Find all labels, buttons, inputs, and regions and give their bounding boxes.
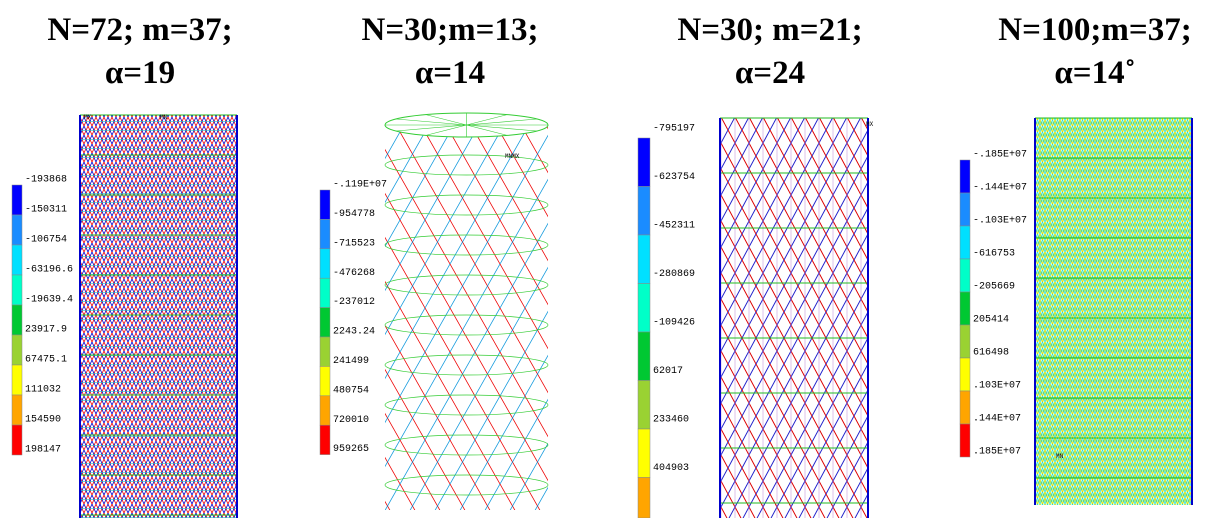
legend-label: 241499 xyxy=(333,356,369,367)
node-mark: MNMX xyxy=(505,153,520,160)
legend-label: 720010 xyxy=(333,415,369,426)
legend-swatch xyxy=(320,396,330,425)
legend-label: -106754 xyxy=(25,235,67,246)
legend-label: -476268 xyxy=(333,268,375,279)
node-mark: MN xyxy=(160,114,168,121)
legend-label: -616753 xyxy=(973,249,1015,260)
panel-title: N=30; m=21; xyxy=(677,12,862,48)
panel-title: N=72; m=37; xyxy=(47,12,232,48)
legend-swatch xyxy=(320,249,330,278)
legend-swatch xyxy=(638,429,650,478)
legend-swatch xyxy=(320,278,330,307)
legend-label: -795197 xyxy=(653,124,695,135)
legend-label: -205669 xyxy=(973,282,1015,293)
legend-label: .144E+07 xyxy=(973,414,1021,425)
legend-label: 959265 xyxy=(333,444,369,455)
node-mark: MX xyxy=(866,121,874,128)
legend-label: -452311 xyxy=(653,221,695,232)
legend-label: 154590 xyxy=(25,415,61,426)
legend-label: 62017 xyxy=(653,366,683,377)
legend-label: -63196.6 xyxy=(25,265,73,276)
legend-label: -954778 xyxy=(333,209,375,220)
legend-label: 616498 xyxy=(973,348,1009,359)
legend-label: -.119E+07 xyxy=(333,180,387,191)
mesh xyxy=(1035,118,1192,505)
legend-label: 111032 xyxy=(25,385,61,396)
legend-swatch xyxy=(12,365,22,395)
legend-label: 205414 xyxy=(973,315,1009,326)
legend-swatch xyxy=(12,245,22,275)
legend-swatch xyxy=(12,215,22,245)
legend-swatch xyxy=(12,305,22,335)
legend-swatch xyxy=(12,185,22,215)
legend-label: -150311 xyxy=(25,205,67,216)
legend-swatch xyxy=(320,366,330,395)
legend-swatch xyxy=(12,425,22,455)
panel-title: N=30;m=13; xyxy=(362,12,539,48)
node-mark: MN xyxy=(1056,453,1064,460)
legend-swatch xyxy=(960,193,970,226)
legend-label: .185E+07 xyxy=(973,447,1021,458)
legend-swatch xyxy=(320,337,330,366)
legend-label: 23917.9 xyxy=(25,325,67,336)
legend-swatch xyxy=(12,275,22,305)
legend-swatch xyxy=(960,325,970,358)
legend-swatch xyxy=(960,358,970,391)
legend-swatch xyxy=(960,424,970,457)
legend-swatch xyxy=(960,292,970,325)
legend-swatch xyxy=(12,395,22,425)
legend-label: 198147 xyxy=(25,445,61,456)
legend-label: .103E+07 xyxy=(973,381,1021,392)
legend-swatch xyxy=(638,235,650,284)
legend-swatch xyxy=(12,335,22,365)
node-mark: MX xyxy=(84,114,92,121)
mesh xyxy=(720,118,868,518)
legend-label: 404903 xyxy=(653,463,689,474)
legend-label: -715523 xyxy=(333,238,375,249)
figure: N=72; m=37; α=19 MX MN -193868 -150311 -106754… xyxy=(0,0,1214,518)
legend-swatch xyxy=(960,160,970,193)
legend-label: 2243.24 xyxy=(333,327,375,338)
panel-title: α=24 xyxy=(735,55,805,91)
legend-label: 480754 xyxy=(333,385,369,396)
legend-label: -193868 xyxy=(25,175,67,186)
legend-swatch xyxy=(638,187,650,236)
panel-title: α=19 xyxy=(105,55,175,91)
mesh xyxy=(80,115,237,518)
legend-swatch xyxy=(638,381,650,430)
legend-swatch xyxy=(960,391,970,424)
legend-swatch xyxy=(638,138,650,187)
legend-label: 67475.1 xyxy=(25,355,67,366)
legend-swatch xyxy=(320,425,330,454)
legend-label: 233460 xyxy=(653,415,689,426)
legend-swatch xyxy=(960,226,970,259)
legend-swatch xyxy=(320,308,330,337)
panel-title: α=14˚ xyxy=(1054,55,1135,91)
panel-title: N=100;m=37; xyxy=(998,12,1191,48)
legend-label: -109426 xyxy=(653,318,695,329)
legend-label: -.103E+07 xyxy=(973,216,1027,227)
legend-label: -280869 xyxy=(653,269,695,280)
legend-label: -.144E+07 xyxy=(973,183,1027,194)
legend-swatch xyxy=(638,478,650,518)
legend-swatch xyxy=(638,284,650,333)
legend-label: -19639.4 xyxy=(25,295,73,306)
legend-label: -237012 xyxy=(333,297,375,308)
legend-swatch xyxy=(960,259,970,292)
legend-swatch xyxy=(320,219,330,248)
legend-swatch xyxy=(320,190,330,219)
legend-swatch xyxy=(638,332,650,381)
legend-label: -.185E+07 xyxy=(973,150,1027,161)
legend-label: -623754 xyxy=(653,172,695,183)
panel-title: α=14 xyxy=(415,55,485,91)
